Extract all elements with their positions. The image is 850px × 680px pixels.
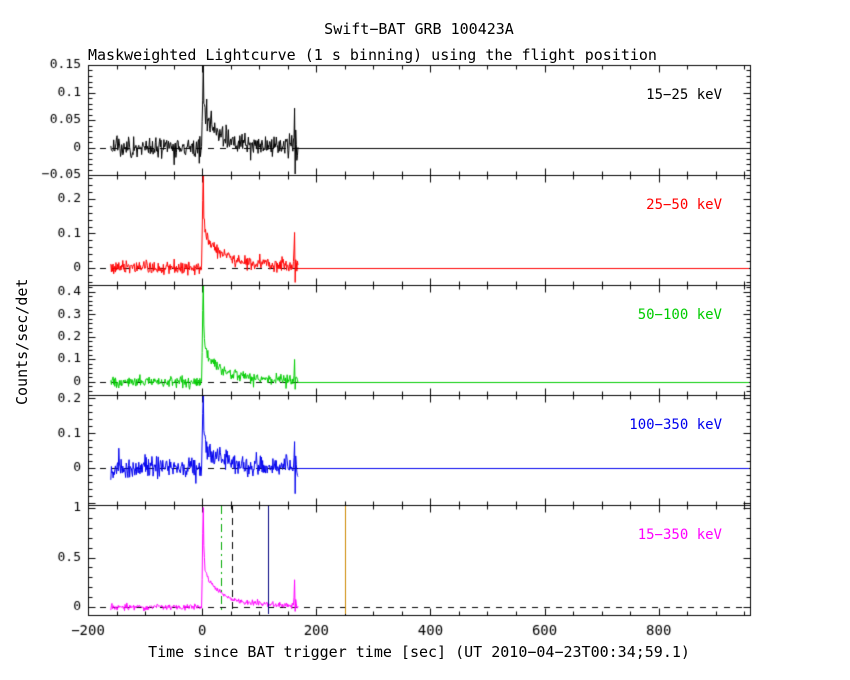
chart-subtitle: Maskweighted Lightcurve (1 s binning) us… bbox=[88, 46, 657, 64]
panel-label-100-350-kev: 100−350 keV bbox=[629, 417, 722, 433]
panel-label-25-50-kev: 25−50 keV bbox=[646, 197, 722, 213]
chart-title: Swift−BAT GRB 100423A bbox=[324, 20, 514, 38]
panel-label-50-100-kev: 50−100 keV bbox=[637, 307, 722, 323]
y-axis-label: Counts/sec/det bbox=[13, 278, 31, 405]
panel-label-15-350-kev: 15−350 keV bbox=[637, 527, 722, 543]
x-axis-label: Time since BAT trigger time [sec] (UT 20… bbox=[148, 643, 690, 661]
panel-label-15-25-kev: 15−25 keV bbox=[646, 87, 722, 103]
